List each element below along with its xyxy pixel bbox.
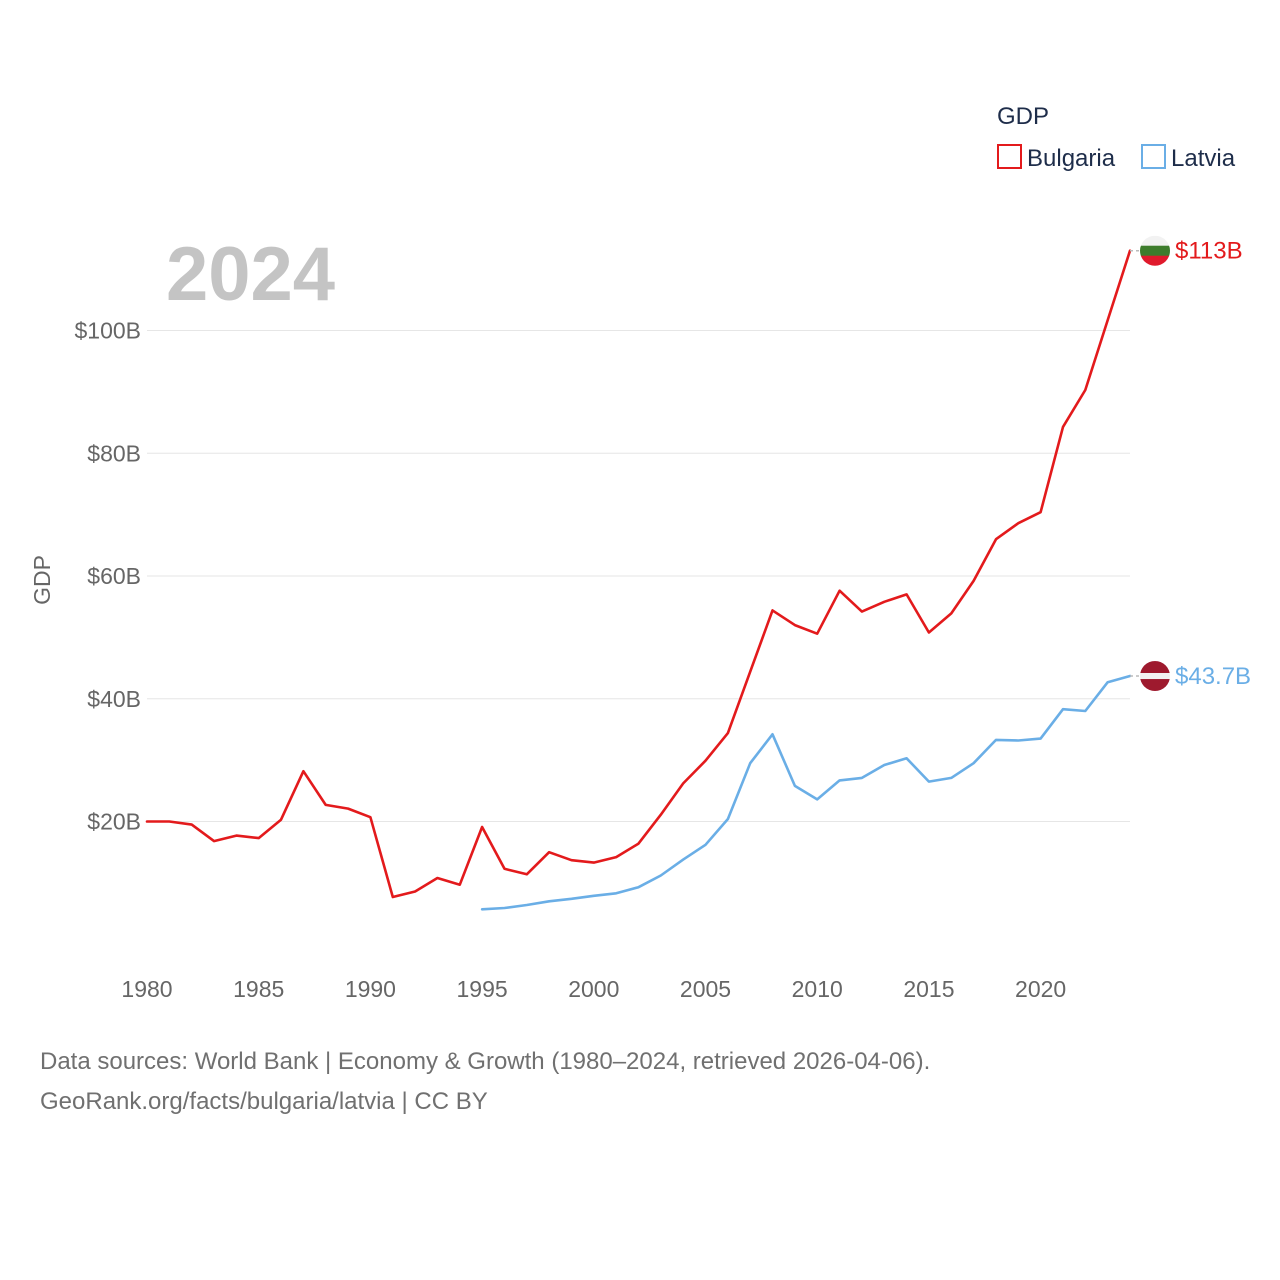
year-watermark: 2024 — [166, 232, 335, 317]
y-tick-label: $40B — [87, 686, 141, 712]
legend-swatch-bulgaria — [997, 144, 1022, 169]
x-tick-label: 1995 — [457, 976, 508, 1002]
x-axis-ticks: 1980 1985 1990 1995 2000 2005 2010 2015 2020 — [121, 976, 1066, 1002]
series-line-latvia — [480, 674, 1132, 911]
y-tick-label: $100B — [74, 318, 141, 344]
latvia-flag-icon — [1140, 661, 1170, 692]
legend: GDP Bulgaria Latvia — [997, 103, 1236, 172]
legend-label-bulgaria: Bulgaria — [1027, 145, 1116, 172]
series-line-bulgaria — [145, 249, 1132, 899]
series-lines — [145, 249, 1132, 911]
bulgaria-end-value-label: $113B — [1175, 238, 1243, 265]
y-tick-label: $60B — [87, 563, 141, 589]
source-line-2: GeoRank.org/facts/bulgaria/latvia | CC B… — [40, 1088, 488, 1115]
gridlines — [147, 330, 1130, 822]
y-tick-label: $80B — [87, 440, 141, 466]
legend-label-latvia: Latvia — [1171, 145, 1236, 172]
y-tick-label: $20B — [87, 809, 141, 835]
series-end-markers: $113B $43.7B — [1130, 235, 1251, 692]
x-tick-label: 2015 — [903, 976, 954, 1002]
latvia-end-value-label: $43.7B — [1175, 663, 1251, 690]
x-tick-label: 2010 — [792, 976, 843, 1002]
x-tick-label: 1990 — [345, 976, 396, 1002]
x-tick-label: 2000 — [568, 976, 619, 1002]
y-axis-title: GDP — [29, 555, 55, 605]
bulgaria-flag-icon — [1140, 235, 1170, 266]
x-tick-label: 2005 — [680, 976, 731, 1002]
x-tick-label: 1980 — [121, 976, 172, 1002]
data-source-note: Data sources: World Bank | Economy & Gro… — [40, 1042, 930, 1122]
legend-swatch-latvia — [1141, 144, 1166, 169]
y-axis-ticks: $20B $40B $60B $80B $100B — [74, 318, 141, 835]
legend-title: GDP — [997, 103, 1049, 130]
source-line-1: Data sources: World Bank | Economy & Gro… — [40, 1048, 931, 1075]
x-tick-label: 2020 — [1015, 976, 1066, 1002]
x-tick-label: 1985 — [233, 976, 284, 1002]
